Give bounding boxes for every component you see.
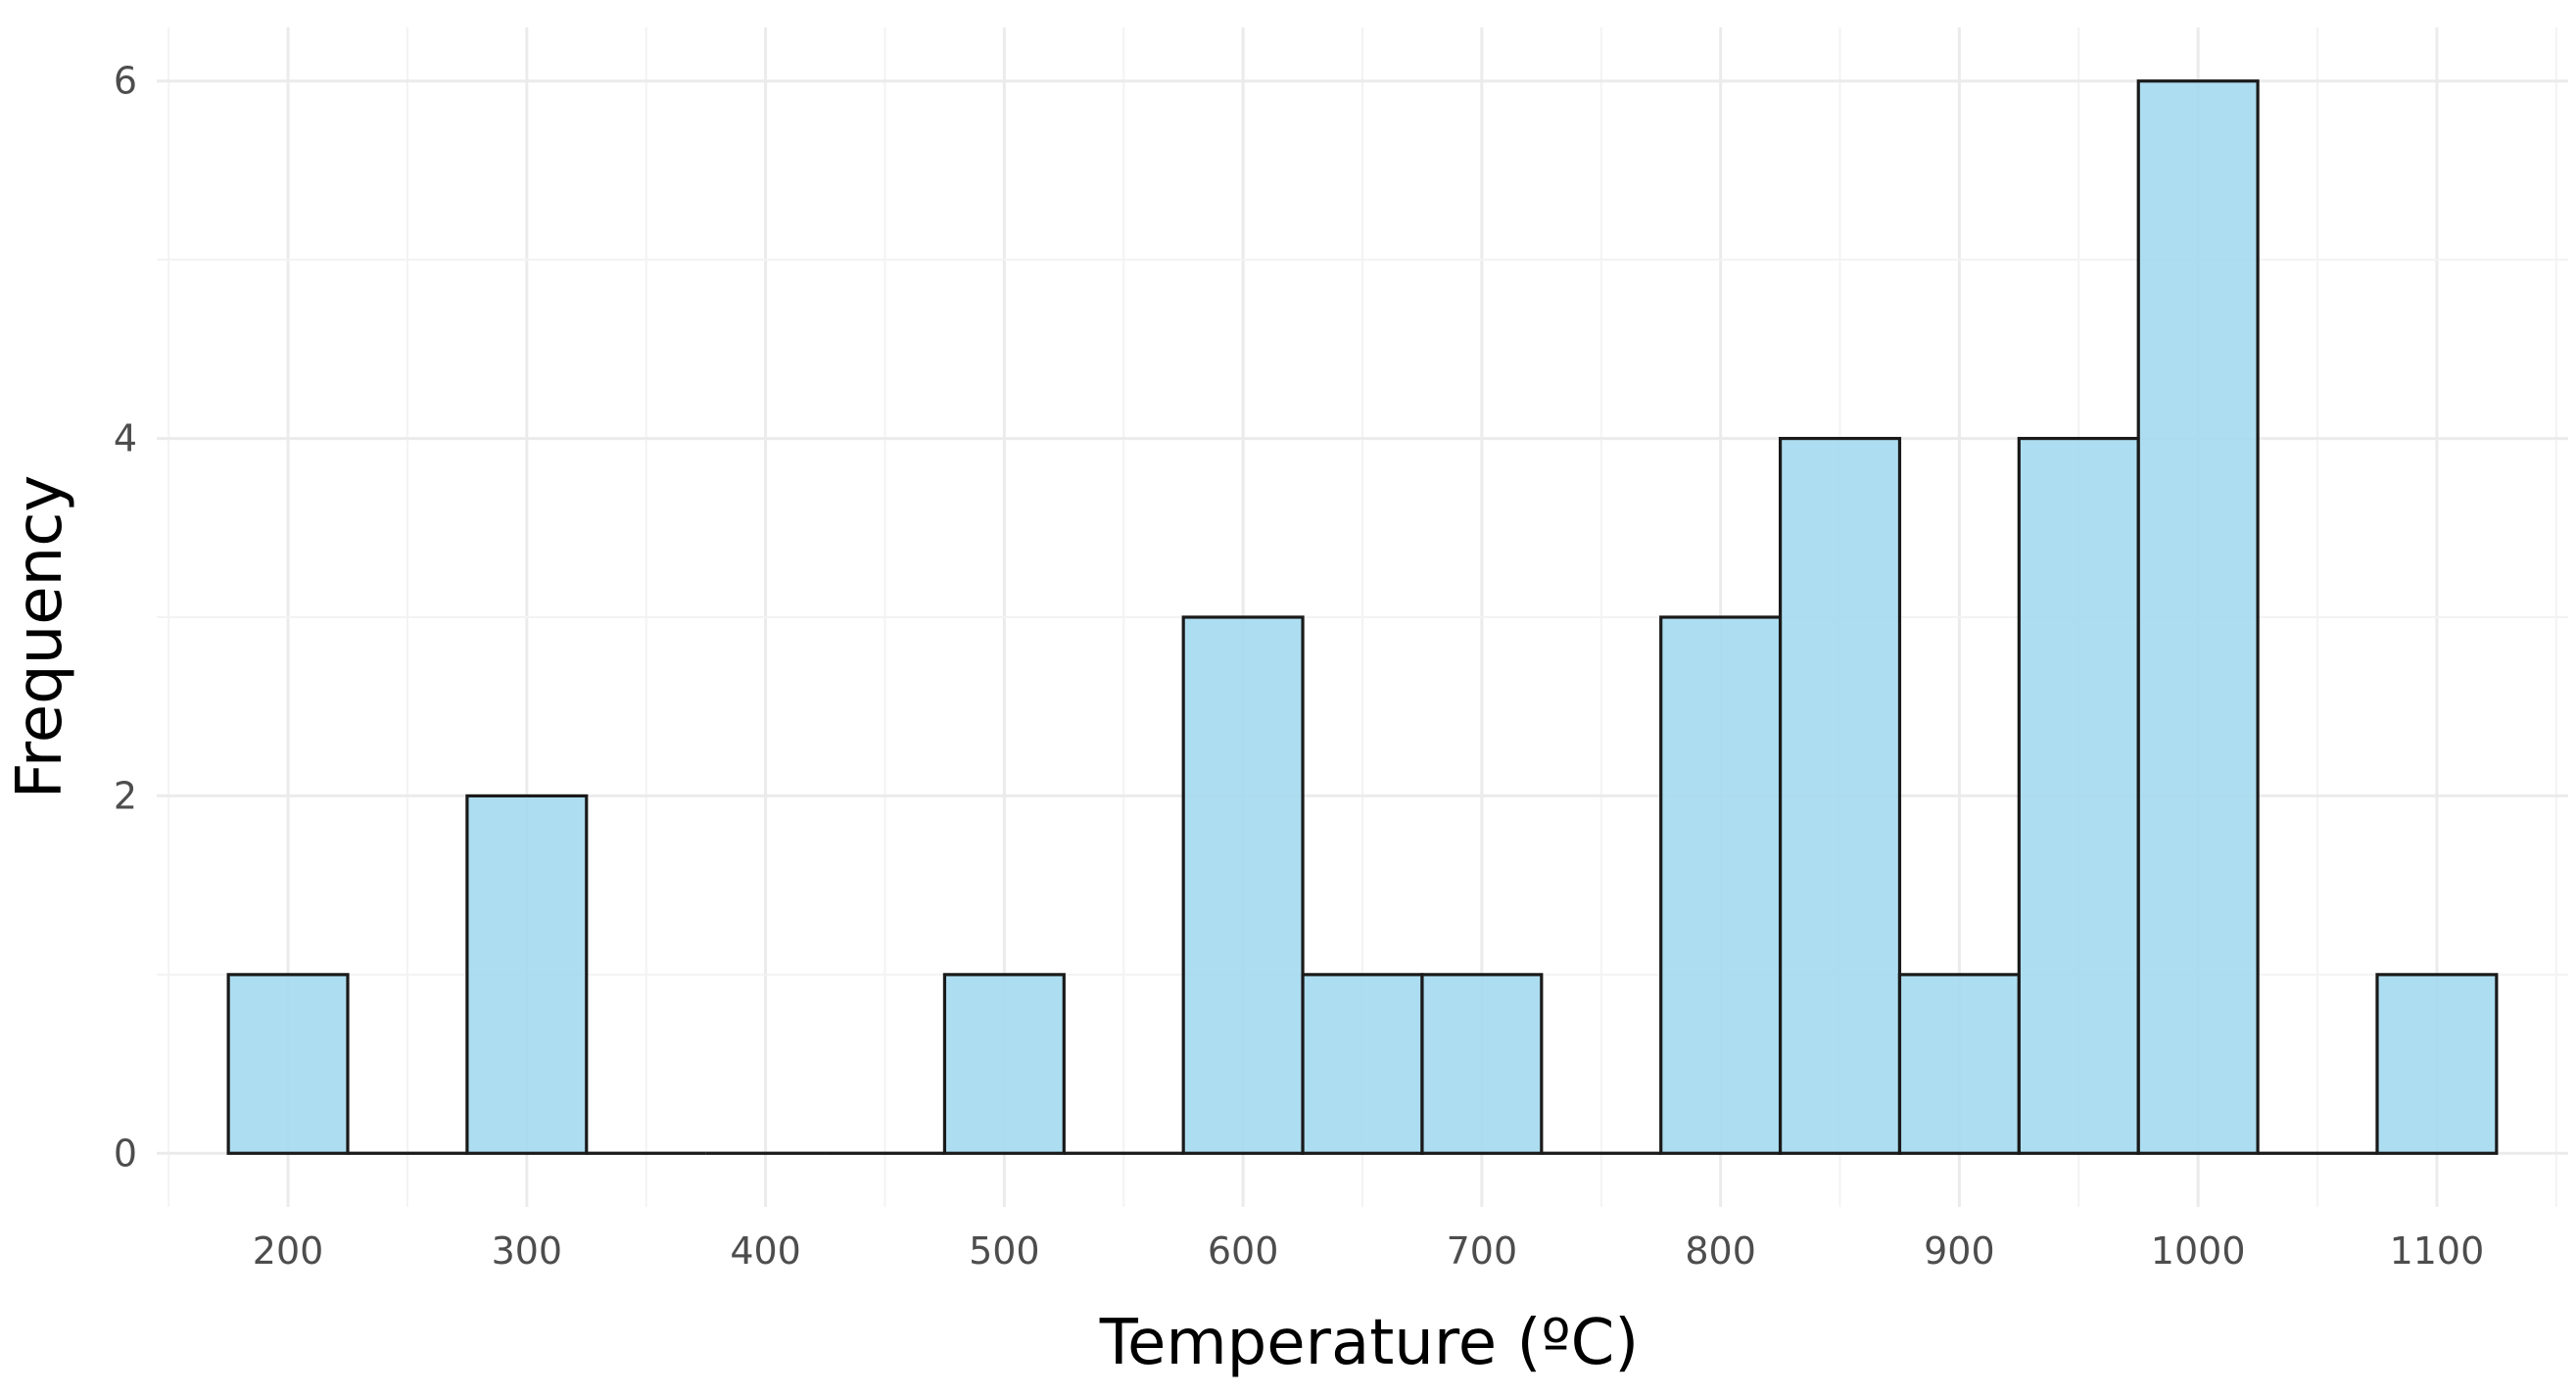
x-tick-label: 900 (1924, 1229, 1995, 1273)
histogram-bar (1181, 615, 1305, 1155)
y-axis-title: Frequency (4, 475, 76, 799)
y-tick-label: 0 (114, 1131, 137, 1175)
histogram-bar (1420, 973, 1544, 1155)
histogram-bar (942, 973, 1066, 1155)
x-tick-label: 400 (730, 1229, 801, 1273)
x-tick-label: 300 (492, 1229, 563, 1273)
x-tick-label: 1000 (2151, 1229, 2246, 1273)
x-tick-label: 1100 (2390, 1229, 2485, 1273)
x-axis-tick-labels: 200 300 400 500 600 700 800 900 1000 1100 (253, 1229, 2484, 1273)
histogram-bar (2017, 436, 2140, 1155)
histogram-bar (1778, 436, 1902, 1155)
x-tick-label: 700 (1447, 1229, 1518, 1273)
histogram-bar (1897, 973, 2021, 1155)
histogram-bar (226, 973, 350, 1155)
histogram-bar (465, 794, 589, 1155)
y-tick-label: 2 (114, 774, 137, 817)
x-tick-label: 200 (253, 1229, 324, 1273)
y-tick-label: 4 (114, 417, 137, 460)
x-tick-label: 800 (1685, 1229, 1756, 1273)
histogram-bar (1659, 615, 1783, 1155)
x-axis-title: Temperature (ºC) (1099, 1307, 1640, 1379)
y-tick-label: 6 (114, 60, 137, 103)
histogram-bar (2136, 79, 2260, 1155)
y-axis-tick-labels: 0 2 4 6 (114, 60, 137, 1176)
x-tick-label: 600 (1208, 1229, 1279, 1273)
histogram-bar (1301, 973, 1424, 1155)
x-tick-label: 500 (969, 1229, 1040, 1273)
histogram-bars (226, 79, 2499, 1155)
histogram-bar (2375, 973, 2499, 1155)
